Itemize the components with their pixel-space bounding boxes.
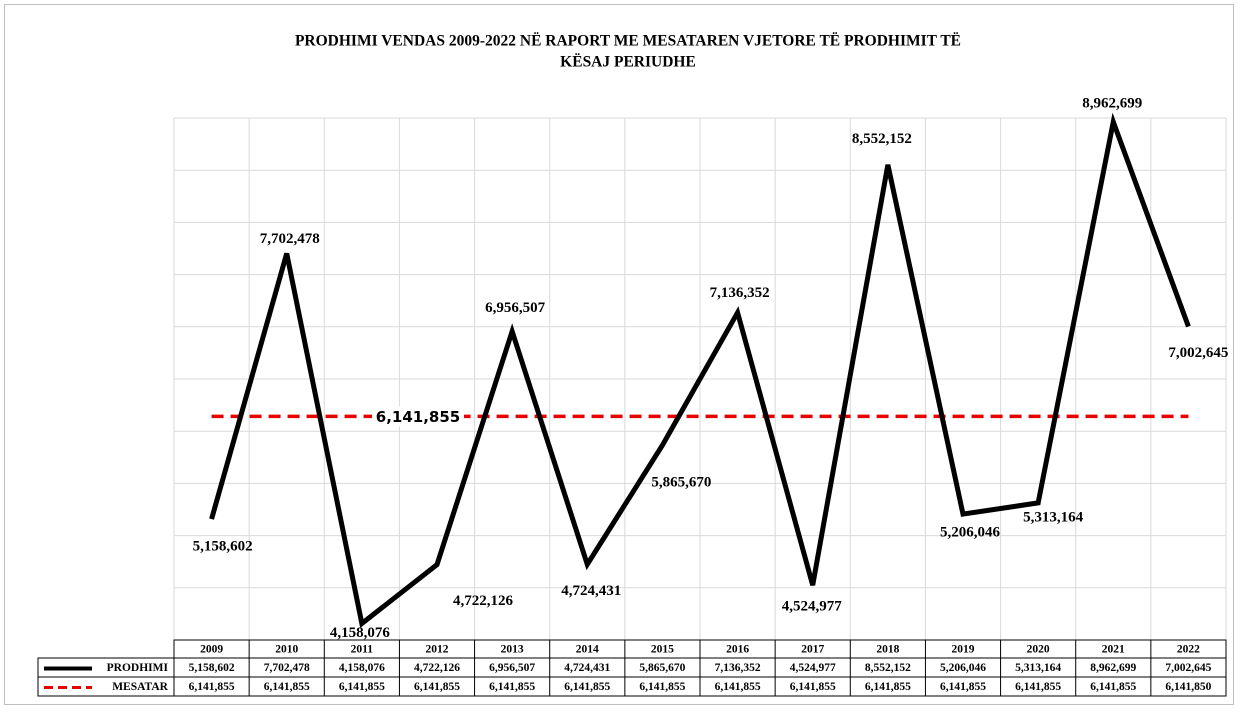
- mean-label: 6,141,855: [376, 408, 460, 426]
- table-value: 6,141,855: [489, 681, 535, 693]
- table-value: 7,136,352: [715, 662, 761, 674]
- data-label: 5,865,670: [651, 475, 711, 491]
- data-label: 4,524,977: [782, 599, 843, 615]
- table-value: 6,141,855: [790, 681, 836, 693]
- data-label: 7,136,352: [710, 285, 770, 301]
- x-tick-label: 2019: [952, 644, 975, 656]
- table-value: 6,141,855: [1090, 681, 1136, 693]
- x-tick-label: 2021: [1102, 644, 1125, 656]
- x-tick-label: 2014: [576, 644, 599, 656]
- mean-label-bg: [372, 406, 464, 427]
- data-label: 4,722,126: [453, 593, 514, 609]
- data-label: 7,002,645: [1168, 345, 1228, 361]
- data-label: 4,724,431: [561, 583, 621, 599]
- table-value: 5,158,602: [189, 662, 235, 674]
- x-tick-label: 2012: [426, 644, 449, 656]
- table-value: 6,141,855: [715, 681, 761, 693]
- data-label: 8,962,699: [1082, 95, 1142, 111]
- table-value: 4,524,977: [790, 662, 836, 674]
- x-tick-label: 2010: [275, 644, 298, 656]
- table-value: 6,141,855: [264, 681, 310, 693]
- table-value: 4,158,076: [339, 662, 385, 674]
- chart-title: KËSAJ PERIUDHE: [560, 54, 696, 71]
- table-value: 6,141,850: [1165, 681, 1211, 693]
- x-tick-label: 2015: [651, 644, 674, 656]
- table-value: 8,552,152: [865, 662, 911, 674]
- table-value: 6,141,855: [865, 681, 911, 693]
- table-value: 4,724,431: [564, 662, 610, 674]
- data-label: 5,206,046: [940, 525, 1001, 541]
- table-value: 6,141,855: [940, 681, 986, 693]
- data-label: 7,702,478: [260, 231, 320, 247]
- x-tick-label: 2022: [1177, 644, 1200, 656]
- x-tick-label: 2018: [876, 644, 899, 656]
- data-label: 5,158,602: [193, 538, 253, 554]
- table-value: 6,956,507: [489, 662, 535, 674]
- table-value: 7,702,478: [264, 662, 310, 674]
- table-value: 6,141,855: [414, 681, 460, 693]
- series-line: [209, 112, 1191, 628]
- x-tick-label: 2011: [351, 644, 374, 656]
- table-value: 8,962,699: [1090, 662, 1136, 674]
- data-label: 4,158,076: [330, 625, 391, 641]
- x-tick-label: 2009: [200, 644, 223, 656]
- chart-title: PRODHIMI VENDAS 2009-2022 NË RAPORT ME M…: [295, 33, 961, 50]
- table-value: 6,141,855: [639, 681, 685, 693]
- data-label: 8,552,152: [852, 131, 912, 147]
- table-value: 5,313,164: [1015, 662, 1061, 674]
- legend-label: PRODHIMI: [107, 662, 169, 674]
- table-value: 4,722,126: [414, 662, 460, 674]
- legend-label: MESATAR: [112, 681, 168, 693]
- table-value: 5,206,046: [940, 662, 986, 674]
- table-value: 7,002,645: [1165, 662, 1211, 674]
- x-tick-label: 2013: [501, 644, 524, 656]
- x-tick-label: 2016: [726, 644, 749, 656]
- x-tick-label: 2017: [801, 644, 824, 656]
- table-value: 6,141,855: [1015, 681, 1061, 693]
- table-value: 6,141,855: [189, 681, 235, 693]
- table-value: 6,141,855: [564, 681, 610, 693]
- chart-border: [4, 4, 1234, 705]
- x-tick-label: 2020: [1027, 644, 1050, 656]
- data-label: 5,313,164: [1023, 509, 1084, 525]
- table-value: 5,865,670: [639, 662, 685, 674]
- data-label: 6,956,507: [485, 300, 546, 316]
- table-value: 6,141,855: [339, 681, 385, 693]
